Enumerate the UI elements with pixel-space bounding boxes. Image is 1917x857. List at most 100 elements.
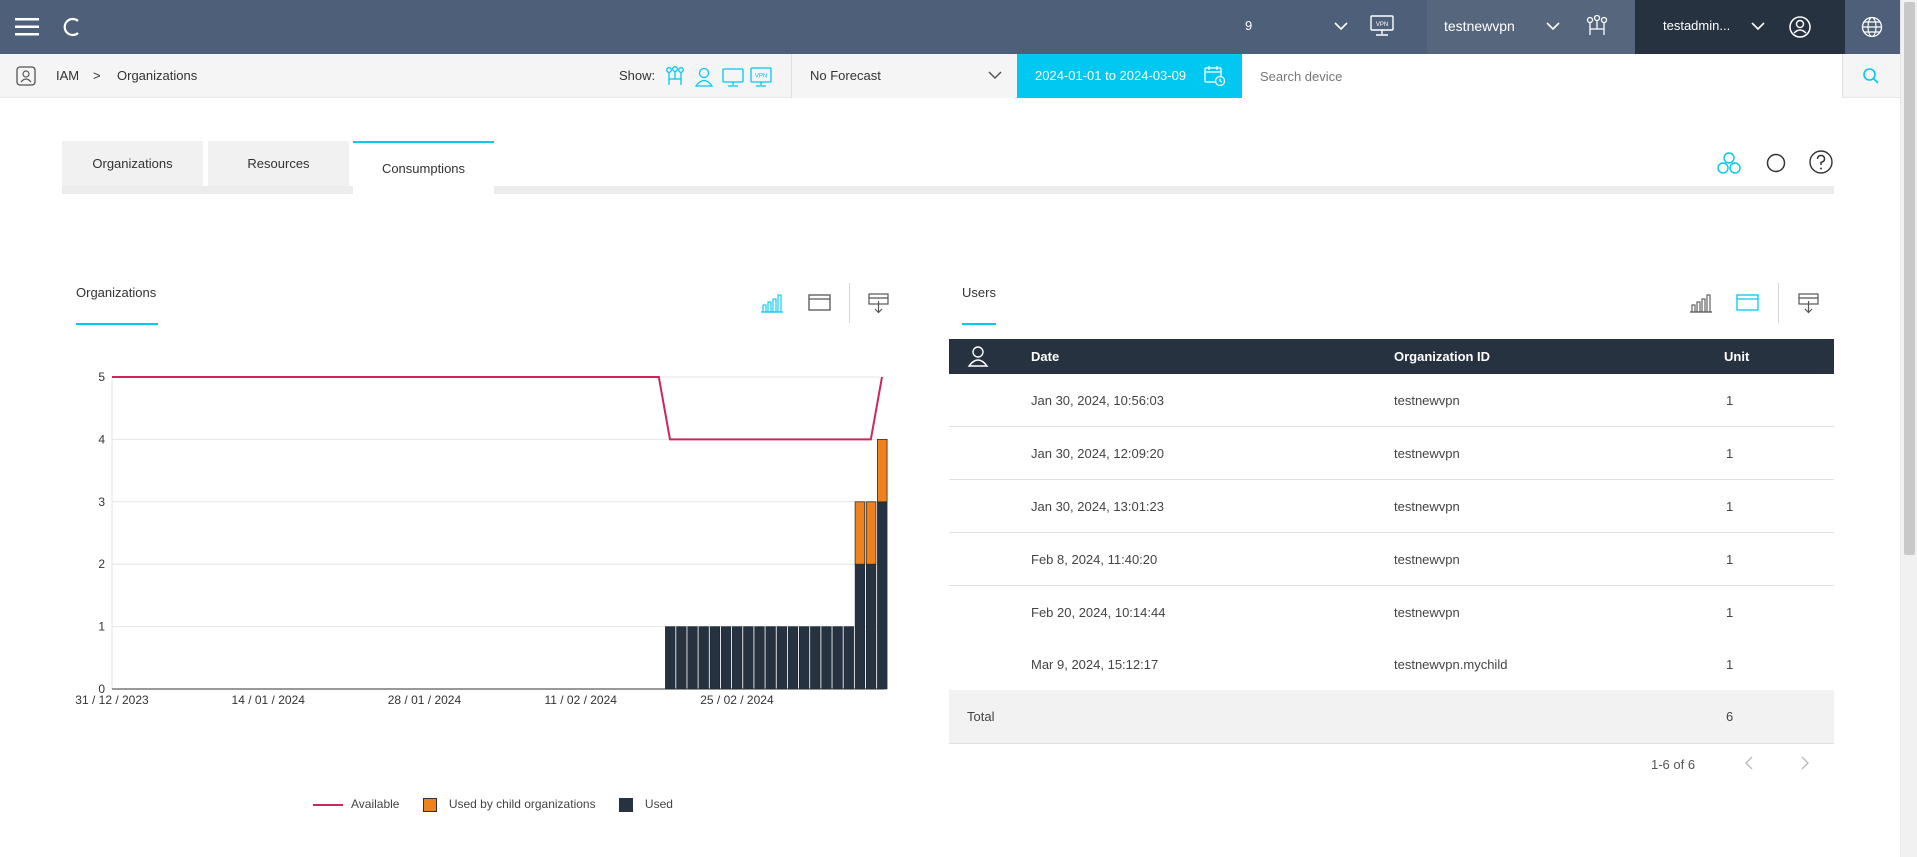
used-bar (676, 626, 687, 690)
used-bar (720, 626, 732, 690)
cell-organization-id: testnewvpn (1394, 393, 1460, 408)
user-icon (967, 346, 989, 367)
tab-resources[interactable]: Resources (208, 141, 349, 186)
cell-unit: 1 (1726, 657, 1734, 672)
table-row[interactable]: Jan 30, 2024, 12:09:20 testnewvpn 1 (949, 427, 1834, 480)
export-icon[interactable] (1797, 292, 1821, 316)
used-bar (865, 563, 877, 690)
table-view-icon[interactable] (1736, 292, 1760, 314)
show-devices-icon[interactable] (722, 66, 744, 88)
date-range-picker[interactable]: 2024-01-01 to 2024-03-09 (1017, 54, 1242, 98)
bar-chart-view-icon[interactable] (760, 292, 784, 314)
bar-chart-view-icon[interactable] (1689, 292, 1713, 314)
used-bar (877, 501, 888, 690)
organization-tree-icon[interactable] (1583, 13, 1611, 39)
divider (849, 283, 850, 323)
search-device-input[interactable] (1242, 54, 1842, 98)
cell-date: Feb 20, 2024, 10:14:44 (1031, 605, 1166, 620)
org-home-icon[interactable] (16, 66, 36, 86)
calendar-clock-icon (1204, 66, 1226, 87)
organizations-panel-title[interactable]: Organizations (76, 285, 157, 300)
cell-unit: 1 (1726, 605, 1734, 620)
organizations-consumption-chart: 0 1 2 3 4 5 31 / 12 / 2023 14 / 01 / 2024 28 / 0… (75, 370, 888, 707)
table-row[interactable]: Feb 20, 2024, 10:14:44 testnewvpn 1 (949, 586, 1834, 639)
show-users-icon[interactable] (693, 66, 715, 88)
show-label: Show: (619, 68, 656, 83)
export-icon[interactable] (867, 292, 891, 316)
top-bar: 9 VPN testnewvpn testadmin... (0, 0, 1917, 54)
pagination-range: 1-6 of 6 (1651, 757, 1696, 772)
breadcrumb-organizations[interactable]: Organizations (117, 68, 198, 83)
cell-organization-id: testnewvpn (1394, 446, 1460, 461)
total-value: 6 (1726, 709, 1734, 724)
globe-icon[interactable] (1858, 13, 1886, 41)
legend-child[interactable]: Used by child organizations (422, 797, 596, 812)
chart-legend: Available Used by child organizations Us… (313, 797, 673, 812)
page-scrollbar[interactable] (1900, 0, 1917, 857)
table-row[interactable]: Jan 30, 2024, 10:56:03 testnewvpn 1 (949, 374, 1834, 427)
date-range-value: 2024-01-01 to 2024-03-09 (1035, 68, 1187, 83)
column-header-date[interactable]: Date (1031, 349, 1060, 364)
user-selector[interactable]: testadmin... (1635, 0, 1845, 54)
table-row[interactable]: Mar 9, 2024, 15:12:17 testnewvpn.mychild… (949, 638, 1834, 691)
forecast-value: No Forecast (810, 68, 881, 83)
tab-consumptions[interactable]: Consumptions (353, 141, 494, 194)
next-page-icon[interactable] (1800, 756, 1814, 772)
column-header-organization-id[interactable]: Organization ID (1394, 349, 1491, 364)
user-name: testadmin... (1663, 18, 1731, 33)
table-view-icon[interactable] (808, 292, 832, 314)
vpn-icon[interactable]: VPN (1368, 13, 1396, 39)
total-label: Total (967, 709, 995, 724)
legend-available-label: Available (351, 797, 400, 811)
divider (1842, 54, 1843, 98)
forecast-select[interactable]: No Forecast (791, 54, 1016, 98)
tab-organizations[interactable]: Organizations (62, 141, 203, 186)
sub-toolbar: IAM > Organizations Show: VPN No Forecas… (0, 54, 1900, 98)
legend-available[interactable]: Available (313, 797, 399, 811)
show-organizations-icon[interactable] (664, 66, 686, 88)
scrollbar-thumb[interactable] (1904, 2, 1915, 555)
used-bar (765, 626, 776, 690)
cell-date: Jan 30, 2024, 12:09:20 (1031, 446, 1165, 461)
chevron-down-icon[interactable] (1747, 15, 1769, 37)
used-bar (854, 563, 866, 690)
table-row[interactable]: Jan 30, 2024, 13:01:23 testnewvpn 1 (949, 480, 1834, 533)
used-bar (687, 626, 698, 690)
chevron-down-icon[interactable] (1330, 15, 1352, 37)
breadcrumb-iam[interactable]: IAM (56, 68, 80, 83)
chevron-down-icon[interactable] (1542, 15, 1564, 37)
chevron-down-icon (988, 71, 1002, 80)
legend-used[interactable]: Used (618, 797, 673, 812)
table-row[interactable]: Feb 8, 2024, 11:40:20 testnewvpn 1 (949, 533, 1834, 586)
column-header-unit[interactable]: Unit (1724, 349, 1750, 364)
x-tick-label: 11 / 02 / 2024 (544, 693, 617, 707)
previous-page-icon[interactable] (1744, 756, 1758, 772)
logo-icon[interactable] (60, 14, 86, 40)
search-icon[interactable] (1862, 67, 1880, 85)
notification-count[interactable]: 9 (1245, 18, 1253, 33)
used-bar (754, 626, 765, 690)
child-bar (877, 439, 888, 503)
users-panel-title[interactable]: Users (962, 285, 996, 300)
cell-organization-id: testnewvpn.mychild (1394, 657, 1508, 672)
cell-date: Feb 8, 2024, 11:40:20 (1031, 552, 1158, 567)
show-vpn-icon[interactable]: VPN (750, 66, 772, 88)
help-icon[interactable] (1808, 149, 1834, 175)
cell-date: Jan 30, 2024, 10:56:03 (1031, 393, 1165, 408)
x-tick-label: 14 / 01 / 2024 (232, 693, 306, 707)
used-bar (743, 626, 754, 690)
menu-icon[interactable] (12, 12, 42, 42)
organizations-share-icon[interactable] (1716, 150, 1742, 176)
table-total-row: Total 6 (949, 690, 1834, 744)
cell-organization-id: testnewvpn (1394, 605, 1460, 620)
child-bar (865, 501, 877, 565)
user-account-icon[interactable] (1786, 13, 1814, 41)
circle-icon[interactable] (1765, 152, 1787, 174)
legend-used-swatch (618, 797, 633, 812)
y-tick-label: 5 (98, 370, 105, 384)
used-bar (709, 626, 720, 690)
tab-strip (62, 186, 1834, 194)
org-selector[interactable]: testnewvpn (1427, 0, 1635, 54)
used-bar (698, 626, 709, 690)
cell-unit: 1 (1726, 393, 1734, 408)
